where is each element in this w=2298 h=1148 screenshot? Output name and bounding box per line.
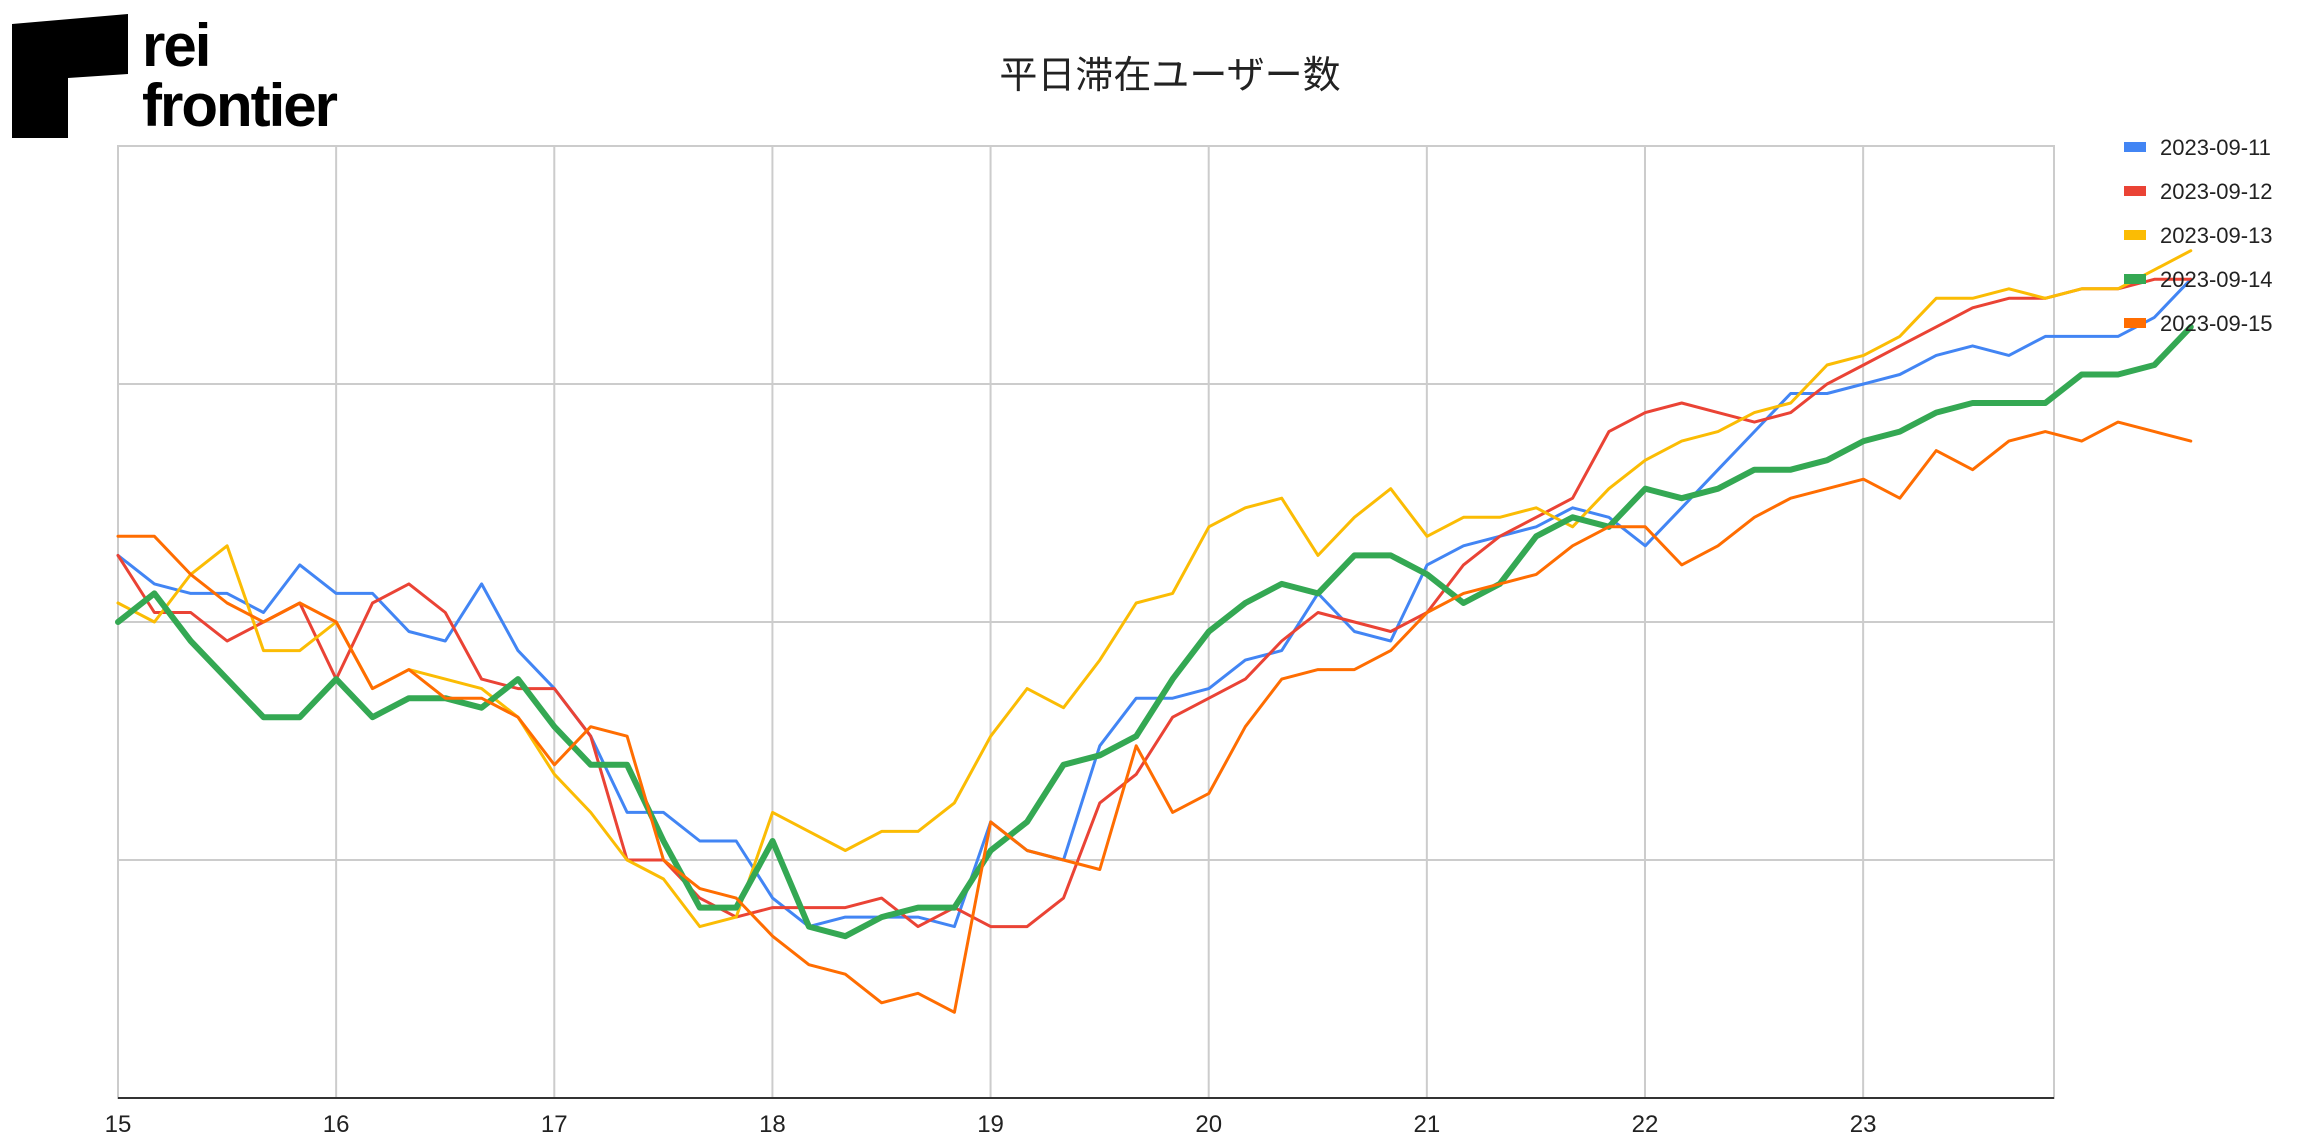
x-tick-label-20: 20 — [1195, 1111, 1222, 1138]
rei-frontier-logo: rei frontier — [12, 12, 412, 142]
legend-label-2023-09-11: 2023-09-11 — [2160, 135, 2271, 160]
legend-item-2023-09-12[interactable]: 2023-09-12 — [2124, 179, 2273, 204]
series-line-2023-09-13 — [116, 249, 2193, 929]
series-layer — [115, 249, 2194, 1014]
legend-swatch-2023-09-11 — [2124, 142, 2146, 152]
chart-legend: 2023-09-11 2023-09-12 2023-09-13 2023-09-14… — [2124, 135, 2273, 336]
legend-item-2023-09-15[interactable]: 2023-09-15 — [2124, 311, 2273, 336]
legend-label-2023-09-13: 2023-09-13 — [2160, 223, 2273, 248]
legend-swatch-2023-09-12 — [2124, 186, 2146, 196]
logo-text-rei: rei — [142, 12, 211, 79]
series-line-2023-09-15 — [116, 420, 2193, 1014]
legend-item-2023-09-14[interactable]: 2023-09-14 — [2124, 267, 2273, 292]
legend-label-2023-09-12: 2023-09-12 — [2160, 179, 2273, 204]
legend-label-2023-09-15: 2023-09-15 — [2160, 311, 2273, 336]
series-line-2023-09-14 — [115, 323, 2194, 940]
x-tick-label-19: 19 — [977, 1111, 1004, 1138]
x-tick-label-15: 15 — [105, 1111, 132, 1138]
chart-grid — [117, 145, 2055, 1099]
x-tick-label-22: 22 — [1632, 1111, 1659, 1138]
legend-swatch-2023-09-13 — [2124, 230, 2146, 240]
logo-mark-icon — [12, 14, 128, 138]
series-line-2023-09-12 — [116, 277, 2193, 929]
legend-swatch-2023-09-14 — [2124, 274, 2146, 284]
x-tick-label-17: 17 — [541, 1111, 568, 1138]
legend-swatch-2023-09-15 — [2124, 318, 2146, 328]
x-tick-label-21: 21 — [1413, 1111, 1440, 1138]
x-axis-tick-labels: 15 16 17 18 19 20 21 22 23 — [105, 1111, 1877, 1138]
x-tick-label-16: 16 — [323, 1111, 350, 1138]
x-tick-label-23: 23 — [1850, 1111, 1877, 1138]
legend-item-2023-09-13[interactable]: 2023-09-13 — [2124, 223, 2273, 248]
logo-text-frontier: frontier — [142, 72, 338, 139]
x-tick-label-18: 18 — [759, 1111, 786, 1138]
legend-label-2023-09-14: 2023-09-14 — [2160, 267, 2273, 292]
legend-item-2023-09-11[interactable]: 2023-09-11 — [2124, 135, 2271, 160]
series-line-2023-09-11 — [116, 277, 2193, 929]
chart-title: 平日滞在ユーザー数 — [999, 55, 1341, 97]
